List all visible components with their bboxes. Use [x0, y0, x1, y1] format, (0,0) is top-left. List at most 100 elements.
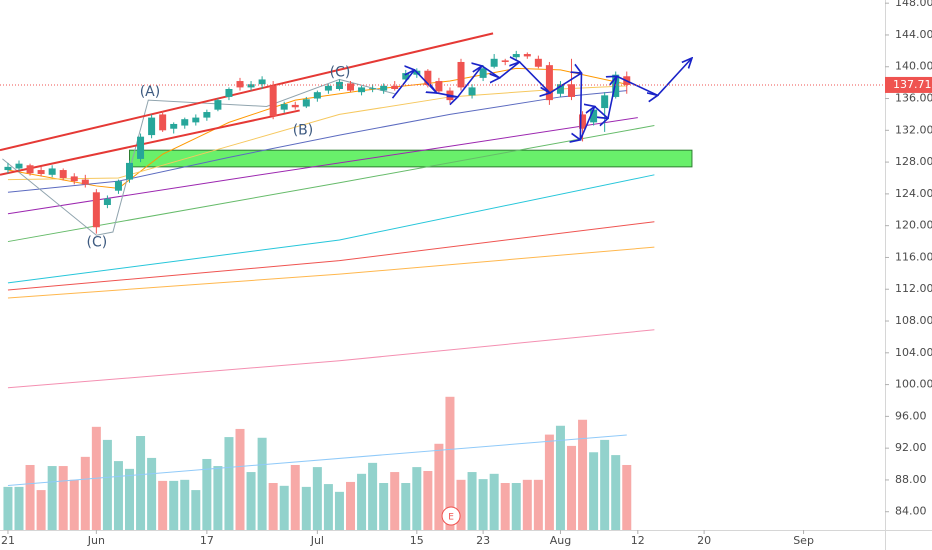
y-tick-label: 88.00 — [895, 473, 927, 486]
candle-body — [523, 54, 531, 57]
y-tick-label: 124.00 — [895, 187, 932, 200]
candle-body — [347, 83, 355, 91]
volume-bar — [578, 419, 588, 530]
wave-label: (C) — [87, 234, 108, 250]
candle-body — [369, 88, 377, 90]
volume-bar — [158, 480, 168, 530]
volume-bar — [489, 473, 499, 530]
volume-bar — [423, 470, 433, 530]
candle-body — [236, 81, 244, 88]
y-tick-label: 96.00 — [895, 409, 927, 422]
y-tick-label: 116.00 — [895, 250, 932, 263]
y-tick-label: 100.00 — [895, 378, 932, 391]
candle-body — [269, 85, 277, 117]
y-tick-label: 120.00 — [895, 219, 932, 232]
volume-bar — [412, 467, 422, 530]
support-zone — [129, 149, 693, 168]
y-tick-label: 136.00 — [895, 92, 932, 105]
candle-body — [258, 79, 266, 85]
candle-body — [457, 61, 465, 88]
volume-bar — [246, 472, 256, 530]
volume-bar — [611, 455, 621, 530]
volume-bar — [467, 472, 477, 530]
candle-body — [203, 112, 211, 118]
candle-body — [126, 162, 134, 180]
candle-body — [490, 58, 498, 67]
volume-bar — [533, 479, 543, 530]
volume-bar — [25, 464, 35, 530]
earnings-marker — [441, 506, 461, 526]
volume-bar — [323, 484, 333, 530]
volume-bar — [522, 479, 532, 530]
candle-body — [15, 163, 23, 169]
volume-bar — [500, 483, 510, 530]
volume-bar — [14, 486, 24, 530]
candle-body — [291, 104, 299, 108]
candle-body — [26, 165, 34, 174]
volume-bar — [169, 480, 179, 530]
candle-body — [280, 104, 288, 110]
candle-body — [512, 54, 520, 58]
candle-body — [479, 68, 487, 78]
moving-average — [7, 125, 655, 243]
candle-body — [534, 58, 542, 67]
y-tick-label: 92.00 — [895, 441, 927, 454]
volume-bar — [235, 428, 245, 530]
volume-bar — [401, 483, 411, 530]
volume-bar — [555, 425, 565, 530]
candle-body — [247, 84, 255, 88]
volume-bar — [202, 458, 212, 530]
volume-bar — [301, 486, 311, 530]
volume-bar — [69, 479, 79, 530]
volume-bar — [445, 396, 455, 530]
candle-body — [501, 60, 509, 62]
volume-bar — [334, 491, 344, 530]
candle-body — [313, 92, 321, 99]
volume-bar — [36, 490, 46, 530]
candle-body — [358, 87, 366, 93]
wave-label: (A) — [140, 84, 161, 100]
volume-bar — [191, 490, 201, 530]
forecast-path — [391, 58, 691, 140]
candle-body — [170, 123, 178, 129]
x-tick-label: Jun — [87, 534, 105, 547]
y-tick-label: 140.00 — [895, 60, 932, 73]
y-tick-label: 104.00 — [895, 346, 932, 359]
candle-body — [391, 85, 399, 89]
x-tick-label: 17 — [200, 534, 214, 547]
y-tick-label: 112.00 — [895, 282, 932, 295]
x-tick-label: 15 — [410, 534, 424, 547]
volume-bar — [390, 472, 400, 530]
moving-average — [7, 246, 655, 299]
volume-bar — [379, 483, 389, 530]
volume-bar — [113, 461, 123, 530]
volume-bar — [102, 439, 112, 530]
candle-body — [48, 168, 56, 175]
volume-bar — [434, 443, 444, 530]
x-tick-label: Jul — [310, 534, 324, 547]
x-tick-label: Aug — [550, 534, 571, 547]
moving-average — [7, 221, 655, 291]
volume-bar — [136, 436, 146, 530]
volume-bar — [80, 456, 90, 530]
channel-line — [0, 109, 300, 176]
candle-body — [302, 99, 310, 107]
volume-bar — [600, 439, 610, 530]
candle-body — [601, 95, 609, 109]
volume-bar — [567, 445, 577, 530]
candle-body — [181, 119, 189, 126]
candle-body — [192, 117, 200, 123]
wave-label: (C) — [330, 64, 351, 80]
y-tick-label: 144.00 — [895, 28, 932, 41]
candle-body — [568, 84, 576, 97]
volume-bar — [180, 479, 190, 530]
candle-body — [225, 88, 233, 97]
volume-bar — [47, 466, 57, 530]
candle-body — [70, 176, 78, 182]
volume-bar — [213, 466, 223, 530]
volume-bar — [511, 483, 521, 530]
volume-bar — [147, 457, 157, 530]
candle-body — [59, 170, 67, 178]
candle-body — [4, 166, 12, 171]
